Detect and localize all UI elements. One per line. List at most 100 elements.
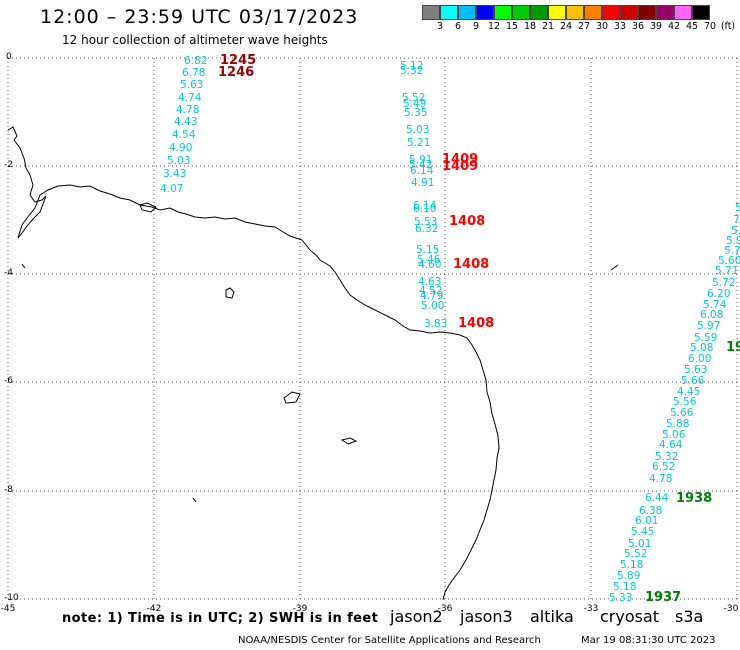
wave-height-value: 5.72 — [712, 277, 735, 289]
wave-height-value: 5.32 — [655, 451, 678, 463]
pass-time-label: 1409 — [442, 152, 478, 167]
wave-height-value: 5.66 — [670, 407, 694, 419]
wave-height-value: 4.43 — [174, 116, 197, 128]
x-tick-label: -45 — [1, 604, 16, 614]
wave-height-value: 5.18 — [620, 559, 643, 571]
lat-lon-grid — [7, 57, 738, 600]
coastline-main — [17, 184, 500, 601]
legend-swatch — [638, 5, 656, 20]
satellite-jason2: jason2 — [390, 607, 443, 626]
legend-swatch — [476, 5, 494, 20]
wave-height-value: 6.01 — [635, 515, 658, 527]
wave-height-value: 5.21 — [407, 137, 430, 149]
legend-swatch — [584, 5, 602, 20]
legend-label: 6 — [454, 21, 462, 32]
wave-height-value: 5.12 — [400, 60, 423, 72]
wave-height-value: 4.74 — [178, 92, 202, 104]
wave-height-value: 4.45 — [677, 386, 700, 398]
footnote: note: 1) Time is in UTC; 2) SWH is in fe… — [62, 611, 379, 626]
map-subtitle: 12 hour collection of altimeter wave hei… — [62, 33, 328, 47]
legend-swatch — [674, 5, 692, 20]
pass-time-label: 1938 — [676, 491, 712, 506]
altimeter-track-c: 57.5.5.95.75.605.715.726.205.746.085.975… — [609, 202, 740, 605]
wave-height-value: 4.91 — [411, 177, 434, 189]
wave-height-value: 5.63 — [180, 79, 203, 91]
color-scale-legend — [422, 5, 710, 20]
legend-label: 30 — [595, 21, 609, 32]
wave-height-value: 4.52 — [419, 285, 442, 297]
y-tick-label: -4 — [4, 268, 13, 278]
wave-height-value: 5. — [731, 225, 740, 237]
wave-height-value: 6.32 — [415, 223, 438, 235]
island — [21, 263, 26, 269]
island — [139, 202, 157, 213]
pass-time-label: 1409 — [442, 159, 478, 174]
legend-swatch — [620, 5, 638, 20]
legend-swatch — [566, 5, 584, 20]
wave-height-value: 6.38 — [639, 505, 662, 517]
wave-height-value: 6.78 — [182, 67, 205, 79]
wave-height-value: 3.43 — [163, 168, 186, 180]
x-tick-label: -39 — [293, 604, 308, 614]
wave-height-value: 4.64 — [659, 439, 683, 451]
y-tick-label: -8 — [4, 485, 13, 495]
legend-label: 18 — [523, 21, 537, 32]
wave-height-value: 5.00 — [421, 300, 444, 312]
pass-time-label: 1408 — [453, 257, 489, 272]
wave-height-value: 6.00 — [688, 353, 711, 365]
legend-swatch — [440, 5, 458, 20]
wave-height-value: 5.74 — [703, 299, 727, 311]
wave-height-value: 5.03 — [167, 155, 190, 167]
legend-label: 42 — [667, 21, 681, 32]
legend-swatch — [458, 5, 476, 20]
legend-swatch — [494, 5, 512, 20]
legend-swatch — [548, 5, 566, 20]
wave-height-value: 6.14 — [410, 165, 434, 177]
wave-height-value: 5.46 — [417, 254, 441, 266]
wave-height-value: 4.78 — [649, 473, 672, 485]
wave-height-value: 5.60 — [718, 255, 740, 267]
legend-swatch — [656, 5, 674, 20]
legend-label: 39 — [649, 21, 663, 32]
map-title: 12:00 – 23:59 UTC 03/17/2023 — [40, 6, 359, 28]
wave-height-value: 5.7 — [724, 245, 740, 257]
coastline-north-inlet — [7, 126, 47, 239]
wave-height-value: 6.20 — [707, 288, 730, 300]
wave-height-value: 5.03 — [406, 124, 429, 136]
legend-label: 21 — [541, 21, 555, 32]
wave-height-value: 5.35 — [404, 107, 427, 119]
wave-height-value: 6.08 — [700, 309, 723, 321]
island — [192, 497, 197, 503]
wave-height-value: 5.33 — [609, 592, 632, 604]
wave-height-value: 5.52 — [624, 548, 647, 560]
x-tick-label: -42 — [147, 604, 162, 614]
legend-label: 36 — [631, 21, 645, 32]
wave-height-value: 5.32 — [400, 65, 423, 77]
island — [283, 391, 301, 404]
legend-swatch — [692, 5, 710, 20]
island — [610, 264, 619, 271]
satellite-s3a: s3a — [675, 607, 704, 626]
legend-swatch — [422, 5, 440, 20]
pass-time-label: 1246 — [218, 65, 254, 80]
axis-tick-labels: -45 -42 -39 -36 -33 -30 0 -2 -4 -6 -8 -10 — [1, 52, 739, 614]
legend-swatch — [530, 5, 548, 20]
wave-height-value: 4.07 — [160, 183, 183, 195]
legend-swatch — [512, 5, 530, 20]
pass-time-label: 1245 — [220, 53, 256, 68]
pass-time-label: 1937 — [645, 590, 681, 605]
altimeter-track-a: 6.826.785.634.744.784.434.544.905.033.43… — [160, 53, 256, 195]
legend-label: 70 — [703, 21, 717, 32]
wave-height-value: 7. — [733, 214, 740, 226]
islands — [21, 202, 619, 503]
wave-height-value: 5.15 — [416, 244, 439, 256]
wave-height-value: 6.10 — [413, 203, 436, 215]
x-tick-label: -33 — [584, 604, 599, 614]
wave-height-value: 6.82 — [184, 55, 207, 67]
wave-height-value: 5.89 — [617, 570, 640, 582]
wave-height-value: 5.88 — [666, 418, 689, 430]
wave-height-value: 5.66 — [681, 375, 705, 387]
wave-height-value: 5.56 — [673, 396, 697, 408]
wave-height-value: 5.42 — [409, 159, 432, 171]
